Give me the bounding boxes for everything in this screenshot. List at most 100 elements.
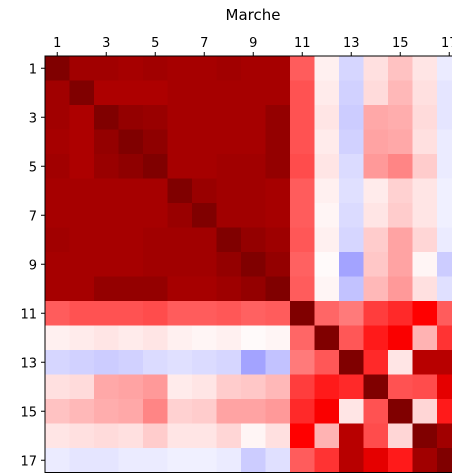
- heatmap-cell-12-3: [94, 325, 119, 351]
- heatmap-cell-12-4: [118, 325, 144, 351]
- heatmap-cell-13-4: [118, 350, 144, 375]
- heatmap-cell-1-4: [118, 56, 144, 81]
- heatmap-cell-6-8: [216, 178, 242, 204]
- heatmap-cell-9-17: [437, 252, 452, 277]
- heatmap-cell-8-1: [45, 227, 70, 253]
- heatmap-cell-11-2: [69, 301, 95, 326]
- heatmap-cell-6-10: [265, 178, 291, 204]
- heatmap-cell-9-8: [216, 252, 242, 277]
- x-tick-label: 5: [151, 36, 159, 51]
- heatmap-cell-15-5: [143, 399, 168, 424]
- heatmap-cell-13-1: [45, 350, 70, 375]
- heatmap-cell-11-9: [241, 301, 266, 326]
- heatmap-cell-3-11: [290, 105, 315, 130]
- heatmap-cell-8-4: [118, 227, 144, 253]
- heatmap-cell-17-9: [241, 448, 266, 473]
- heatmap-cell-17-6: [167, 448, 193, 473]
- heatmap-cell-4-2: [69, 129, 95, 155]
- heatmap-cell-14-5: [143, 374, 168, 400]
- heatmap-cell-11-15: [388, 301, 413, 326]
- heatmap-cell-5-7: [192, 154, 217, 179]
- heatmap-cell-17-16: [412, 448, 438, 473]
- heatmap-cell-13-5: [143, 350, 168, 375]
- heatmap-cell-7-3: [94, 203, 119, 228]
- heatmap-cell-2-1: [45, 80, 70, 106]
- heatmap-cell-8-5: [143, 227, 168, 253]
- x-tick-label: 7: [200, 36, 208, 51]
- heatmap-cell-11-6: [167, 301, 193, 326]
- heatmap-cell-5-6: [167, 154, 193, 179]
- heatmap-cell-7-7: [192, 203, 217, 228]
- heatmap-cell-17-14: [363, 448, 389, 473]
- heatmap-cell-8-11: [290, 227, 315, 253]
- heatmap-cell-9-11: [290, 252, 315, 277]
- heatmap-cell-16-1: [45, 423, 70, 449]
- heatmap-cell-11-5: [143, 301, 168, 326]
- heatmap-cell-4-10: [265, 129, 291, 155]
- heatmap-cell-4-11: [290, 129, 315, 155]
- heatmap-cell-7-12: [314, 203, 340, 228]
- heatmap-cell-17-11: [290, 448, 315, 473]
- heatmap-cell-4-14: [363, 129, 389, 155]
- heatmap-cell-11-10: [265, 301, 291, 326]
- heatmap-cell-7-13: [339, 203, 364, 228]
- heatmap-cell-1-7: [192, 56, 217, 81]
- heatmap-cell-12-10: [265, 325, 291, 351]
- heatmap-cell-17-8: [216, 448, 242, 473]
- heatmap-cell-7-16: [412, 203, 438, 228]
- heatmap-cell-12-9: [241, 325, 266, 351]
- heatmap-cell-14-10: [265, 374, 291, 400]
- heatmap-cell-14-9: [241, 374, 266, 400]
- heatmap-cell-7-15: [388, 203, 413, 228]
- heatmap-cell-11-12: [314, 301, 340, 326]
- heatmap-cell-2-11: [290, 80, 315, 106]
- heatmap-cell-1-9: [241, 56, 266, 81]
- heatmap-cell-2-12: [314, 80, 340, 106]
- heatmap-cell-15-9: [241, 399, 266, 424]
- heatmap-cell-8-6: [167, 227, 193, 253]
- heatmap-cell-2-3: [94, 80, 119, 106]
- heatmap-cell-13-16: [412, 350, 438, 375]
- heatmap-cell-16-11: [290, 423, 315, 449]
- heatmap-cell-9-6: [167, 252, 193, 277]
- heatmap-cell-17-13: [339, 448, 364, 473]
- y-tick-label: 3: [29, 111, 37, 126]
- y-tick-label: 9: [29, 258, 37, 273]
- heatmap-cell-11-17: [437, 301, 452, 326]
- heatmap-cell-10-12: [314, 276, 340, 302]
- heatmap-cell-15-13: [339, 399, 364, 424]
- heatmap-cell-2-9: [241, 80, 266, 106]
- heatmap-cell-13-13: [339, 350, 364, 375]
- heatmap-cell-15-4: [118, 399, 144, 424]
- heatmap-cell-3-8: [216, 105, 242, 130]
- heatmap-cell-5-13: [339, 154, 364, 179]
- heatmap-cell-7-5: [143, 203, 168, 228]
- heatmap-cell-15-12: [314, 399, 340, 424]
- heatmap-cell-2-17: [437, 80, 452, 106]
- heatmap-cell-1-1: [45, 56, 70, 81]
- heatmap-cell-1-13: [339, 56, 364, 81]
- heatmap-cell-8-16: [412, 227, 438, 253]
- heatmap-cell-3-16: [412, 105, 438, 130]
- heatmap-cell-2-6: [167, 80, 193, 106]
- heatmap-cell-17-1: [45, 448, 70, 473]
- heatmap-cell-8-13: [339, 227, 364, 253]
- heatmap-cell-9-7: [192, 252, 217, 277]
- heatmap-cell-15-15: [388, 399, 413, 424]
- heatmap-cell-16-3: [94, 423, 119, 449]
- heatmap-cell-12-15: [388, 325, 413, 351]
- heatmap-cell-12-11: [290, 325, 315, 351]
- heatmap-cell-17-3: [94, 448, 119, 473]
- heatmap-cell-7-6: [167, 203, 193, 228]
- heatmap-cell-7-11: [290, 203, 315, 228]
- heatmap-cell-4-13: [339, 129, 364, 155]
- heatmap-cell-1-6: [167, 56, 193, 81]
- heatmap-cell-10-1: [45, 276, 70, 302]
- heatmap-cell-10-11: [290, 276, 315, 302]
- heatmap-cell-2-2: [69, 80, 95, 106]
- heatmap-cell-2-8: [216, 80, 242, 106]
- heatmap-cell-7-14: [363, 203, 389, 228]
- heatmap-cell-6-15: [388, 178, 413, 204]
